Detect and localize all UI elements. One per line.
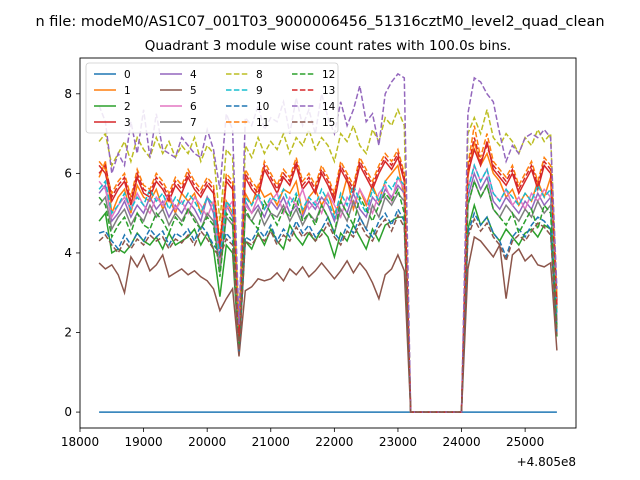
series-line-15: [98, 213, 558, 413]
legend-label-9: 9: [256, 85, 263, 97]
legend-label-10: 10: [256, 101, 269, 113]
y-tick-label: 6: [64, 166, 72, 180]
legend-label-1: 1: [124, 85, 131, 97]
series-line-12: [98, 178, 558, 413]
legend-label-13: 13: [322, 85, 335, 97]
figure-suptitle: n file: modeM0/AS1C07_001T03_9000006456_…: [35, 14, 604, 30]
legend-label-12: 12: [322, 69, 335, 81]
series-line-3: [98, 141, 558, 413]
x-axis: 18000 19000 20000 21000 22000 23000 24000 25000: [61, 428, 544, 449]
legend-box: [85, 62, 339, 134]
x-tick-label: 18000: [61, 435, 99, 449]
legend-label-7: 7: [190, 117, 197, 129]
x-tick-label: 23000: [379, 435, 417, 449]
legend-label-3: 3: [124, 117, 131, 129]
x-tick-label: 21000: [252, 435, 290, 449]
series-line-13: [98, 137, 558, 413]
series-line-11: [98, 125, 558, 413]
axes-frame: [79, 57, 577, 429]
legend-label-5: 5: [190, 85, 197, 97]
x-offset-label: +4.805e8: [517, 455, 576, 469]
series-line-4: [98, 171, 558, 413]
series-line-9: [98, 163, 558, 413]
legend-label-11: 11: [256, 117, 269, 129]
x-tick-label: 22000: [315, 435, 353, 449]
y-tick-label: 4: [64, 246, 72, 260]
chart-title: Quadrant 3 module wise count rates with …: [145, 38, 511, 54]
x-tick-label: 20000: [188, 435, 226, 449]
y-axis: 0 2 4 6 8: [64, 87, 80, 419]
legend-label-2: 2: [124, 101, 131, 113]
x-tick-label: 19000: [124, 435, 162, 449]
legend-label-6: 6: [190, 101, 197, 113]
y-tick-label: 2: [64, 326, 72, 340]
legend-label-4: 4: [190, 69, 197, 81]
legend-label-0: 0: [124, 69, 131, 81]
x-tick-label: 25000: [506, 435, 544, 449]
series-line-5: [98, 235, 558, 413]
legend-label-15: 15: [322, 117, 335, 129]
x-tick-label: 24000: [442, 435, 480, 449]
y-tick-label: 8: [64, 87, 72, 101]
plot-area: [98, 72, 558, 413]
y-tick-label: 0: [64, 405, 72, 419]
legend-label-8: 8: [256, 69, 263, 81]
legend-label-14: 14: [322, 101, 336, 113]
